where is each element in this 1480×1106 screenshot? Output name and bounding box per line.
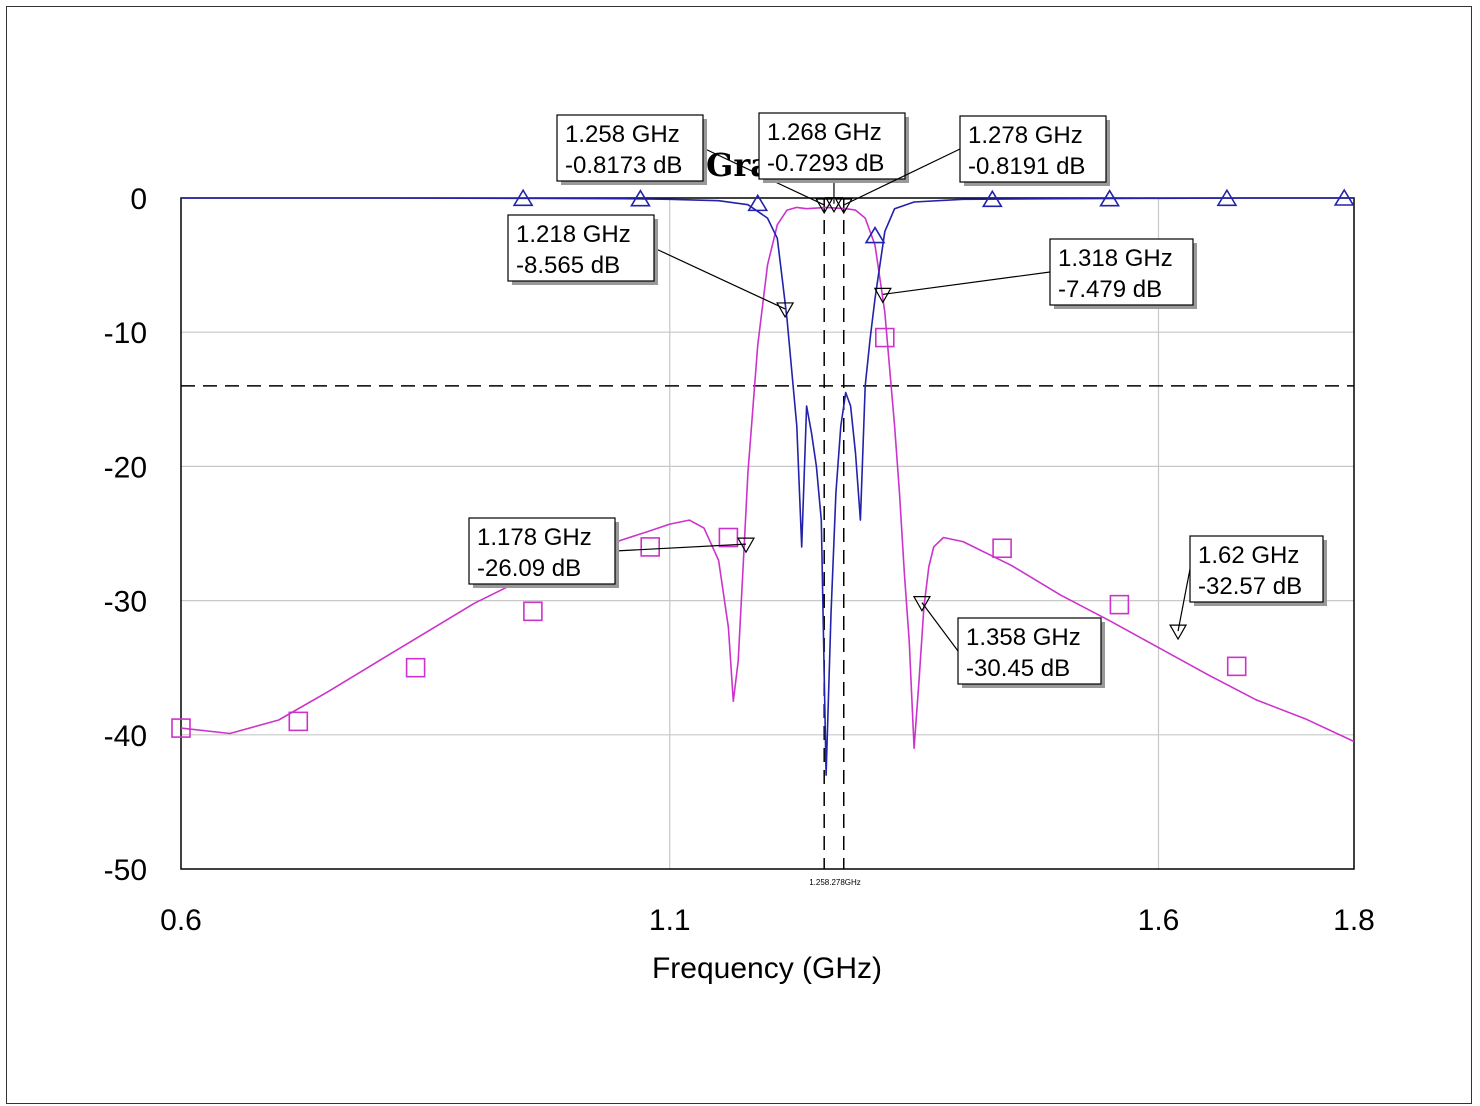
- marker-triangle-icon: [815, 198, 834, 215]
- plot-area: [180, 197, 1355, 870]
- marker-frequency-label: 1.358 GHz: [966, 624, 1081, 651]
- series-point-triangle: [864, 226, 886, 244]
- marker-leader-line: [653, 247, 786, 310]
- series-point-square: [288, 711, 309, 732]
- marker-box: [1049, 238, 1194, 306]
- marker-leader-line: [1177, 568, 1191, 632]
- series-point-square: [405, 657, 426, 678]
- y-tick-label: -10: [104, 317, 147, 350]
- reference-lines: [181, 198, 1354, 869]
- series-point-square: [718, 527, 739, 548]
- series-point-triangle: [630, 189, 651, 207]
- series-point-square: [1109, 594, 1130, 615]
- series-point-square: [1226, 656, 1247, 677]
- marker-value-label: -0.8173 dB: [565, 152, 682, 179]
- marker-frequency-label: 1.218 GHz: [516, 221, 631, 248]
- marker-box: [957, 617, 1102, 685]
- marker-frequency-label: 1.178 GHz: [477, 524, 592, 551]
- marker-value-label: -32.57 dB: [1198, 573, 1302, 600]
- series-point-square: [992, 538, 1012, 559]
- marker-frequency-label: 1.258 GHz: [565, 121, 680, 148]
- marker-triangle-icon: [824, 197, 844, 213]
- marker-annotations: 1.258 GHz -0.8173 dB 1.268 GHz -0.7293 dB 1.…: [468, 112, 1327, 688]
- series-point-triangle: [1333, 188, 1355, 206]
- series-point-square: [874, 327, 895, 348]
- marker-frequency-label: 1.268 GHz: [767, 119, 882, 146]
- series-point-triangle: [1216, 188, 1238, 207]
- marker-triangle-icon: [736, 537, 756, 554]
- marker-leader-line: [843, 148, 961, 206]
- marker-triangle-icon: [873, 287, 892, 304]
- marker-value-label: -0.7293 dB: [767, 150, 884, 177]
- series-point-triangle: [512, 188, 534, 207]
- marker-box: [959, 115, 1107, 183]
- marker-value-label: -30.45 dB: [966, 655, 1070, 682]
- tick-labels: 0 -10 -20 -30 -40 -50 0.6 1.1 1.6 1.8: [104, 183, 1375, 937]
- series-line-2: [181, 197, 1354, 776]
- marker-value-label: -7.479 dB: [1058, 276, 1162, 303]
- marker-triangle-icon: [1169, 624, 1188, 641]
- series-group: [171, 188, 1355, 776]
- marker-triangle-icon: [912, 596, 931, 612]
- y-tick-label: -40: [104, 720, 147, 753]
- series-point-triangle: [1099, 189, 1121, 207]
- marker-value-label: -0.8191 dB: [968, 153, 1085, 180]
- series-point-triangle: [981, 189, 1003, 208]
- y-tick-label: 0: [130, 183, 147, 216]
- series-point-triangle: [747, 193, 769, 212]
- series-point-square: [171, 718, 191, 738]
- x-axis-label: Frequency (GHz): [652, 952, 882, 985]
- marker-leader-line: [921, 602, 959, 652]
- y-tick-label: -50: [104, 854, 147, 887]
- x-tick-label: 1.6: [1138, 904, 1180, 937]
- vertical-marker-label: 1.258.278GHz: [809, 878, 861, 887]
- marker-leader-line: [614, 543, 747, 552]
- marker-leader-line: [882, 271, 1051, 295]
- marker-box: [556, 114, 704, 182]
- x-tick-label: 0.6: [160, 904, 202, 937]
- series-point-square: [640, 537, 661, 557]
- y-tick-label: -20: [104, 451, 147, 484]
- marker-frequency-label: 1.318 GHz: [1058, 245, 1173, 272]
- marker-box: [468, 517, 616, 585]
- marker-box: [1189, 535, 1324, 603]
- y-tick-label: -30: [104, 586, 147, 619]
- grid: [181, 198, 1354, 869]
- marker-frequency-label: 1.278 GHz: [968, 122, 1083, 149]
- marker-value-label: -26.09 dB: [477, 555, 581, 582]
- marker-triangle-icon: [776, 302, 795, 319]
- series-point-square: [523, 601, 543, 622]
- marker-frequency-label: 1.62 GHz: [1198, 542, 1299, 569]
- marker-box: [758, 112, 906, 180]
- marker-triangle-icon: [834, 198, 853, 215]
- marker-value-label: -8.565 dB: [516, 252, 620, 279]
- x-tick-label: 1.1: [649, 904, 691, 937]
- marker-box: [507, 214, 655, 282]
- x-tick-label: 1.8: [1333, 904, 1375, 937]
